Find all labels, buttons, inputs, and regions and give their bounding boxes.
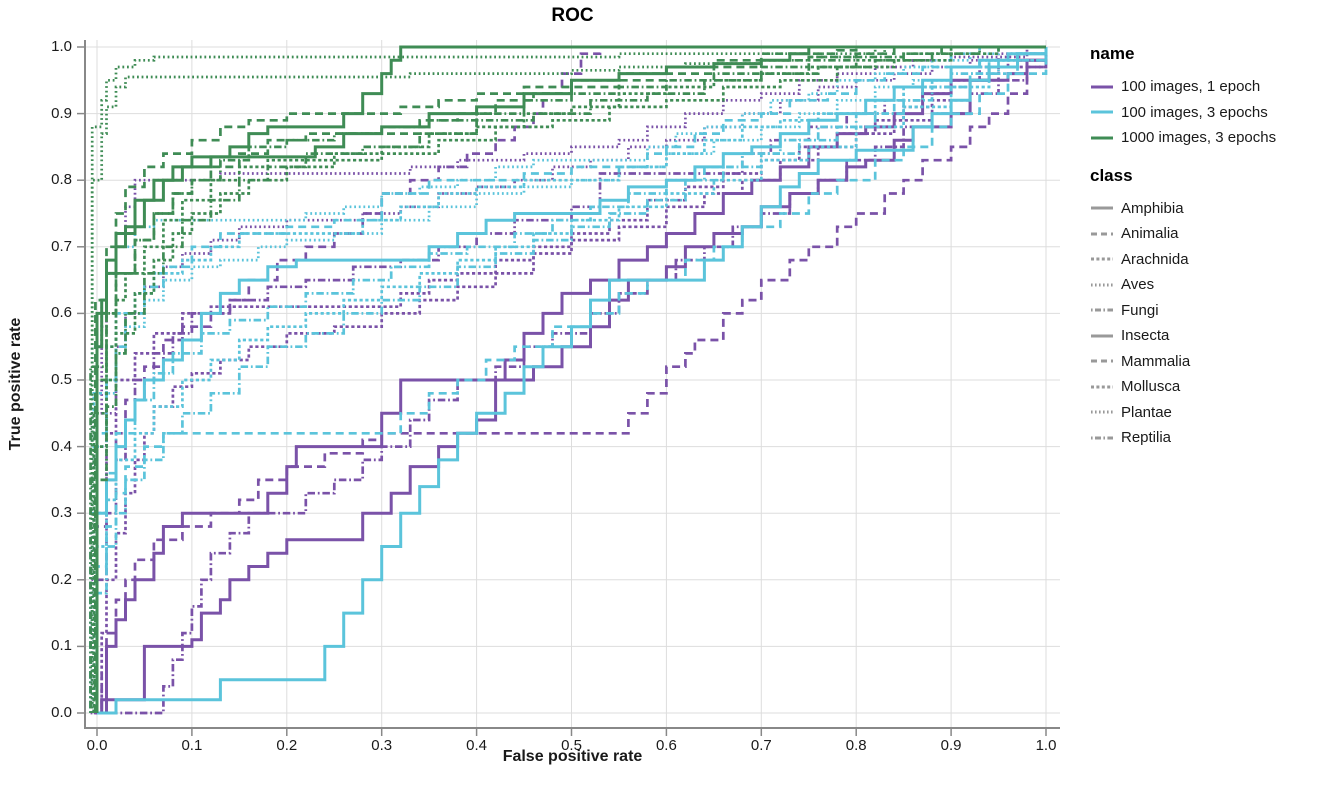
legend-label: 100 images, 1 epoch xyxy=(1121,78,1261,96)
legend-item-aves: Aves xyxy=(1090,272,1276,298)
legend-line-swatch xyxy=(1091,85,1113,89)
legend: name 100 images, 1 epoch 100 images, 3 ep… xyxy=(1090,44,1276,451)
legend-line-swatch xyxy=(1091,436,1113,440)
legend-line-swatch xyxy=(1091,359,1113,363)
legend-item-100-images-1-epoch: 100 images, 1 epoch xyxy=(1090,74,1276,100)
curve-100-images-1-epoch-mollusca xyxy=(93,47,1048,715)
legend-label: 1000 images, 3 epochs xyxy=(1121,129,1277,147)
legend-label: Arachnida xyxy=(1121,250,1189,268)
legend-item-100-images-3-epochs: 100 images, 3 epochs xyxy=(1090,100,1276,126)
curve-1000-images-3-epochs-plantae xyxy=(90,45,1046,713)
curve-1000-images-3-epochs-reptilia xyxy=(89,45,1046,713)
curve-100-images-3-epochs-fungi xyxy=(89,47,1048,713)
legend-line-swatch xyxy=(1091,410,1113,414)
legend-label: Reptilia xyxy=(1121,429,1172,447)
legend-label: Animalia xyxy=(1121,225,1179,243)
curve-100-images-3-epochs-insecta xyxy=(97,47,1048,715)
legend-item-arachnida: Arachnida xyxy=(1090,247,1276,273)
legend-item-animalia: Animalia xyxy=(1090,221,1276,247)
legend-item-mollusca: Mollusca xyxy=(1090,374,1276,400)
curve-100-images-3-epochs-reptilia xyxy=(89,47,1048,713)
legend-line-swatch xyxy=(1091,308,1113,312)
legend-label: Amphibia xyxy=(1121,199,1184,217)
curve-100-images-3-epochs-mammalia xyxy=(94,47,1048,713)
legend-line-swatch xyxy=(1091,334,1113,338)
x-axis-title: False positive rate xyxy=(502,748,643,765)
curve-1000-images-3-epochs-fungi xyxy=(89,45,1046,713)
legend-label: Aves xyxy=(1121,276,1155,294)
legend-label: Plantae xyxy=(1121,403,1172,421)
legend-line-swatch xyxy=(1091,110,1113,114)
legend-item-reptilia: Reptilia xyxy=(1090,425,1276,451)
curve-1000-images-3-epochs-aves xyxy=(90,45,1046,713)
legend-line-swatch xyxy=(1091,232,1113,236)
legend-label: 100 images, 3 epochs xyxy=(1121,103,1268,121)
legend-line-swatch xyxy=(1091,136,1113,140)
y-axis-title: True positive rate xyxy=(7,317,24,451)
curve-100-images-3-epochs-mollusca xyxy=(92,47,1048,713)
legend-name-header: name xyxy=(1090,44,1135,63)
chart-title: ROC xyxy=(551,5,594,26)
legend-item-amphibia: Amphibia xyxy=(1090,196,1276,222)
legend-line-swatch xyxy=(1091,206,1113,210)
legend-item-plantae: Plantae xyxy=(1090,400,1276,426)
legend-line-swatch xyxy=(1091,283,1113,287)
legend-item-1000-images-3-epochs: 1000 images, 3 epochs xyxy=(1090,125,1276,151)
legend-line-swatch xyxy=(1091,385,1113,389)
curve-100-images-3-epochs-aves xyxy=(90,45,1046,713)
curve-1000-images-3-epochs-animalia xyxy=(94,45,1046,713)
legend-item-insecta: Insecta xyxy=(1090,323,1276,349)
curve-1000-images-3-epochs-mollusca xyxy=(92,45,1046,713)
curve-100-images-3-epochs-plantae xyxy=(90,47,1048,713)
curve-100-images-3-epochs-animalia xyxy=(94,45,1046,713)
legend-line-swatch xyxy=(1091,257,1113,261)
legend-label: Insecta xyxy=(1121,327,1170,345)
legend-class-header: class xyxy=(1090,165,1133,185)
legend-name-entries: 100 images, 1 epoch 100 images, 3 epochs 1… xyxy=(1090,74,1276,151)
legend-label: Mollusca xyxy=(1121,378,1181,396)
legend-item-fungi: Fungi xyxy=(1090,298,1276,324)
legend-class-entries: Amphibia Animalia Arachnida Aves Fungi Insect… xyxy=(1090,196,1276,451)
legend-label: Mammalia xyxy=(1121,352,1191,370)
curve-100-images-1-epoch-animalia xyxy=(95,47,1048,715)
legend-item-mammalia: Mammalia xyxy=(1090,349,1276,375)
curve-100-images-3-epochs-amphibia xyxy=(95,47,1048,713)
legend-label: Fungi xyxy=(1121,301,1159,319)
